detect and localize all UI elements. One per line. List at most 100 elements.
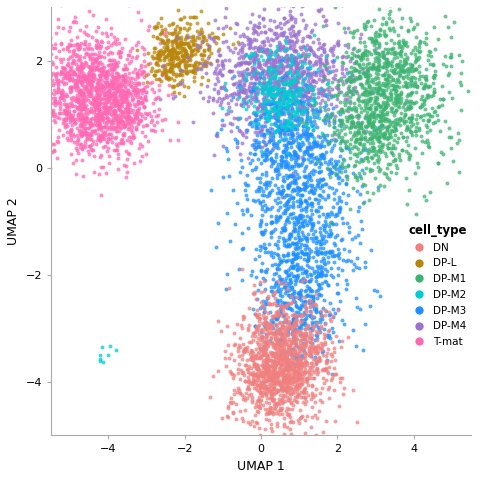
Point [336, 193, 343, 201]
Point [285, 56, 292, 63]
Point [314, 141, 322, 148]
Point [385, 10, 393, 18]
Point [395, 37, 402, 45]
Point [279, 107, 287, 114]
Point [255, 60, 263, 68]
Point [257, 126, 264, 134]
Point [288, 365, 296, 372]
Point [267, 252, 275, 259]
Point [155, 53, 162, 60]
Point [75, 54, 83, 61]
Point [385, 24, 393, 32]
Point [268, 98, 276, 106]
Point [346, 145, 353, 153]
Point [438, 101, 446, 108]
Point [380, 53, 387, 61]
Point [292, 87, 300, 95]
Point [307, 292, 314, 300]
Point [258, 303, 266, 311]
Point [296, 328, 303, 336]
Point [262, 106, 269, 113]
Point [229, 398, 237, 406]
Point [302, 358, 310, 366]
Point [303, 100, 311, 108]
Point [283, 251, 290, 259]
Point [100, 89, 108, 97]
Point [196, 88, 204, 96]
Point [380, 107, 387, 114]
Point [107, 91, 114, 98]
Point [285, 348, 292, 356]
Point [252, 346, 260, 353]
Point [278, 292, 286, 300]
Point [261, 369, 269, 376]
Point [95, 95, 102, 102]
Point [110, 92, 118, 100]
Point [390, 48, 397, 56]
Point [271, 372, 279, 380]
Point [117, 96, 124, 104]
Point [343, 172, 351, 180]
Point [338, 65, 346, 72]
Point [339, 391, 347, 398]
Point [325, 121, 333, 129]
Point [66, 77, 73, 84]
Point [228, 67, 235, 75]
Point [292, 339, 300, 347]
Point [287, 351, 295, 359]
Point [52, 63, 60, 71]
Point [89, 12, 96, 19]
Point [305, 57, 313, 65]
Point [293, 97, 301, 105]
Point [246, 159, 254, 167]
Point [272, 346, 280, 353]
Point [296, 362, 303, 370]
Point [260, 180, 267, 188]
Point [254, 120, 262, 127]
Point [180, 45, 188, 52]
Point [326, 232, 334, 240]
Point [308, 224, 316, 232]
Point [268, 86, 276, 94]
Point [284, 54, 292, 61]
Point [267, 389, 275, 396]
Point [254, 97, 262, 105]
Point [104, 135, 111, 143]
Point [318, 346, 325, 353]
Point [285, 68, 292, 76]
Point [109, 125, 117, 132]
Point [101, 100, 109, 108]
Point [267, 156, 275, 164]
Point [293, 72, 301, 80]
Point [288, 72, 296, 79]
Point [276, 329, 284, 336]
Point [280, 341, 288, 348]
Point [380, 60, 388, 67]
Point [183, 26, 191, 34]
Point [299, 269, 306, 276]
Point [299, 155, 307, 162]
Point [295, 373, 303, 381]
Point [87, 83, 95, 90]
Point [250, 362, 258, 370]
Point [234, 344, 242, 352]
Point [337, 197, 345, 204]
Point [78, 113, 85, 121]
Point [246, 41, 253, 49]
Point [77, 109, 84, 117]
Point [403, 200, 410, 208]
Point [296, 336, 304, 344]
Point [278, 303, 286, 311]
Point [396, 99, 404, 107]
Point [305, 253, 312, 261]
Point [293, 389, 301, 397]
Point [246, 43, 254, 51]
Point [316, 107, 324, 114]
Point [293, 328, 300, 336]
Point [175, 53, 182, 60]
Point [96, 72, 104, 80]
Point [435, 102, 443, 110]
Point [396, 69, 404, 77]
Point [280, 312, 288, 319]
Point [257, 52, 265, 60]
